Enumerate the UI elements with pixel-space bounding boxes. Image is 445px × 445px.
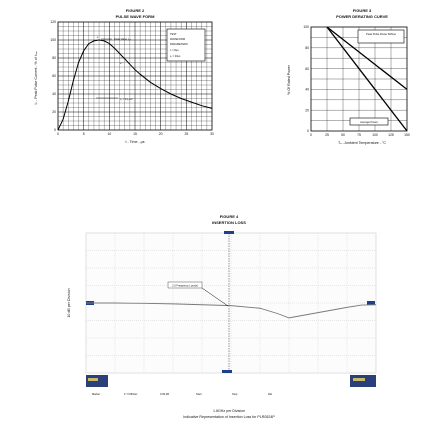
- figure-2-y-label: Iₚ - Peak Pulse Current - % of Iₚₘ: [34, 51, 38, 105]
- figure-2-x-tick: 30: [210, 132, 214, 136]
- figure-2-y-tick: 80: [52, 56, 56, 60]
- figure-3-y-tick: 20: [305, 108, 309, 112]
- figure-3-x-tick: 0: [310, 133, 312, 137]
- figure-2-peak-label: Peak Value Iₚₘ: [114, 37, 132, 41]
- figure-2-x-label: t - Time - µs: [125, 140, 144, 144]
- figure-4-footer-label: 1* 3.05GHz: [124, 392, 138, 396]
- figure-3-x-tick: 25: [325, 133, 329, 137]
- figure-3-series-2: [326, 26, 408, 132]
- figure-2-x-tick: 5: [83, 132, 85, 136]
- figure-4-footer-label: Marker: [92, 392, 100, 396]
- figure-2-param-line-2: WAVEFORM: [170, 37, 185, 41]
- figure-3-legend-avg: Average Power: [360, 120, 378, 124]
- figure-3-x-tick: 125: [388, 133, 394, 137]
- figure-4-footer-label: 0.09 dB: [160, 392, 169, 396]
- figure-4-grid: [86, 233, 376, 373]
- figure-2-y-tick: 60: [52, 74, 56, 78]
- figure-3-grid: [310, 26, 408, 132]
- figure-3-y-tick: 40: [305, 88, 309, 92]
- figure-4-footer-label: Ref: [268, 392, 272, 396]
- figure-3-y-tick: 80: [305, 46, 309, 50]
- figure-2-half-label: tₚ = 1/Iₚₘ/2: [120, 97, 133, 101]
- figure-3-series-lines: [326, 26, 408, 132]
- figure-3-series-1: [326, 26, 408, 90]
- figure-4-status-left-indicator: [88, 378, 98, 381]
- figure-4-y-label: 10 dB per Division: [67, 288, 71, 317]
- figure-4-top-marker: [224, 231, 234, 234]
- figure-4-number: FIGURE 4: [220, 214, 239, 219]
- figure-2-x-tick: 10: [107, 132, 111, 136]
- figure-3-y-tick: 0: [307, 129, 309, 133]
- figure-2-x-tick: 20: [159, 132, 163, 136]
- figure-2-param-line-4: tᵣ = 8µs: [170, 48, 179, 52]
- figure-2-y-tick: 120: [50, 20, 56, 24]
- figure-3-x-tick: 50: [341, 133, 345, 137]
- figure-4-x-label: 1.6GHz per Division: [213, 409, 245, 413]
- figure-4-insertion-loss: FIGURE 4 INSERTION LOSS 2.5 Frequency Lo…: [67, 214, 377, 419]
- figure-3-y-tick: 60: [305, 67, 309, 71]
- figure-3-x-label: Tₐ - Ambient Temperature - °C: [338, 141, 386, 145]
- figure-3-legend-peak: Peak Pulse Power 8/20µs: [366, 32, 396, 36]
- figure-2-number: FIGURE 2: [126, 8, 145, 13]
- figure-3-y-ticks: 0 20 40 60 80 100: [303, 25, 309, 133]
- figure-2-x-ticks: 0 5 10 15 20 25 30: [57, 132, 214, 136]
- figure-3-y-tick: 100: [303, 25, 309, 29]
- figure-4-marker-arrow: [201, 287, 229, 307]
- figure-4-status-right-indicator: [353, 378, 365, 381]
- figure-4-footer-label: Stop: [232, 392, 238, 396]
- figure-3-title: POWER DERATING CURVE: [336, 14, 388, 19]
- figure-2-y-tick: 100: [50, 38, 56, 42]
- figure-2-y-tick: 0: [54, 128, 56, 132]
- figure-4-marker-label: 2.5 Frequency Loss(s): [172, 284, 198, 288]
- figure-2-tr-label: tᵣ: [97, 35, 99, 39]
- figure-2-series-line: [57, 39, 213, 131]
- figure-4-right-ref: [367, 301, 375, 305]
- figure-2-param-line-5: tₚ = 20µs: [170, 54, 181, 58]
- figure-4-title: INSERTION LOSS: [212, 220, 246, 225]
- figure-3-power-derating: FIGURE 3 POWER DERATING CURVE 0 25 50 75 100…: [287, 8, 410, 145]
- figure-2-y-tick: 40: [52, 92, 56, 96]
- figure-3-y-label: % Of Rated Power: [287, 64, 291, 95]
- figure-4-bottom-marker: [222, 370, 232, 373]
- figure-2-x-tick: 0: [57, 132, 59, 136]
- figure-4-footer-label: Start: [196, 392, 202, 396]
- figure-2-e-label: e⁻ᵗ: [120, 61, 124, 65]
- figure-3-x-tick: 100: [372, 133, 378, 137]
- figure-3-number: FIGURE 3: [353, 8, 372, 13]
- figure-2-x-tick: 25: [184, 132, 188, 136]
- figure-3-legend-peak-box: [357, 29, 405, 44]
- figure-2-x-tick: 15: [133, 132, 137, 136]
- figure-4-footer-readouts: Marker 1* 3.05GHz 0.09 dB Start Stop Ref: [92, 392, 272, 396]
- figure-4-marker-box: [167, 281, 203, 289]
- figure-2-title: PULSE WAVE FORM: [116, 14, 155, 19]
- figure-4-series-line: [86, 302, 377, 319]
- figure-2-pulse-wave-form: FIGURE 2 PULSE WAVE FORM 0 5 10 15 20 25 30 0 2…: [34, 8, 214, 144]
- figure-3-x-ticks: 0 25 50 75 100 125 150: [310, 133, 410, 137]
- figure-3-x-tick: 75: [357, 133, 361, 137]
- figure-3-x-tick: 150: [404, 133, 410, 137]
- figure-2-y-ticks: 0 20 40 60 80 100 120: [50, 20, 56, 132]
- figure-2-param-line-3: PARAMETERS: [170, 42, 188, 46]
- figure-2-y-tick: 20: [52, 110, 56, 114]
- figure-2-param-box: [166, 28, 206, 62]
- figure-4-subtitle: Indicative Representation of Insertion L…: [183, 415, 275, 419]
- figure-2-param-line-1: TEST: [170, 32, 177, 36]
- figure-3-legend-avg-box: [349, 117, 389, 126]
